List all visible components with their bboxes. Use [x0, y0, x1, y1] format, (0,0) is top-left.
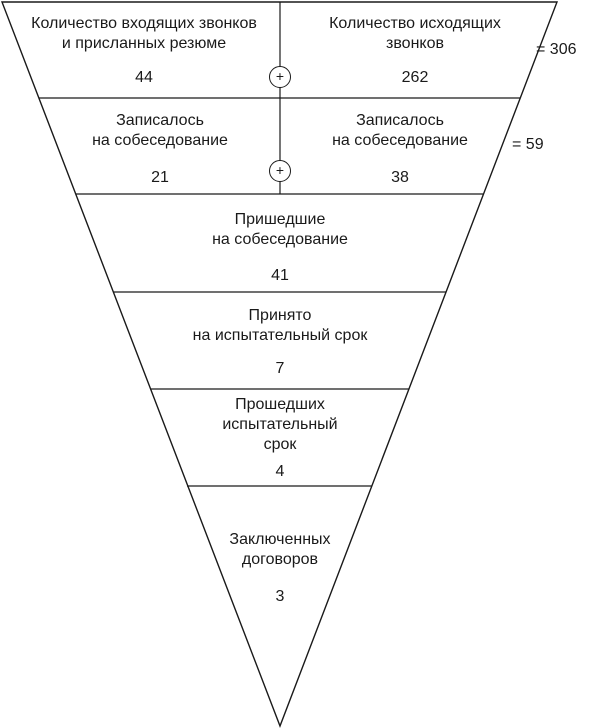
passed-probation-value: 4 — [275, 463, 285, 480]
plus-operator-1: + — [269, 66, 291, 88]
row1-total: = 306 — [536, 41, 577, 58]
signed-up-left-label: Записалось на собеседование — [92, 112, 228, 149]
signed-up-right-label: Записалось на собеседование — [332, 112, 468, 149]
incoming-calls-label: Количество входящих звонков и присланных… — [31, 15, 257, 52]
outgoing-calls-label: Количество исходящих звонков — [329, 15, 501, 52]
came-to-interview-value: 41 — [271, 267, 289, 284]
signed-up-left-value: 21 — [151, 169, 169, 186]
contracts-value: 3 — [275, 588, 285, 605]
signed-up-right-value: 38 — [391, 169, 409, 186]
row2-total: = 59 — [512, 136, 544, 153]
came-to-interview-label: Пришедшие на собеседование — [212, 211, 348, 248]
passed-probation-label: Прошедших испытательный срок — [222, 396, 338, 453]
contracts-label: Заключенных договоров — [229, 531, 331, 568]
outgoing-calls-value: 262 — [401, 69, 429, 86]
probation-value: 7 — [275, 360, 285, 377]
probation-label: Принято на испытательный срок — [192, 307, 368, 344]
incoming-calls-value: 44 — [135, 69, 153, 86]
plus-operator-2: + — [269, 160, 291, 182]
